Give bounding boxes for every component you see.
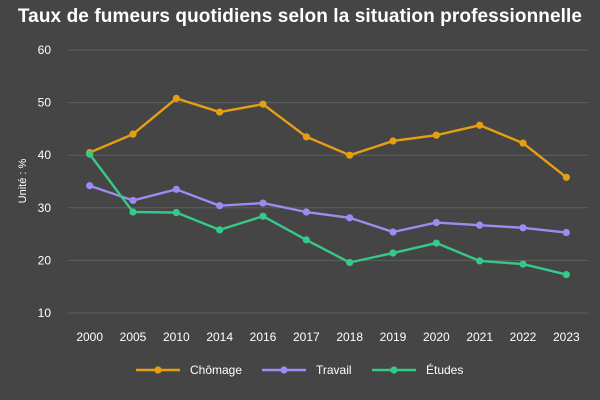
legend-label: Chômage	[190, 363, 242, 377]
y-tick-label: 20	[38, 253, 52, 267]
legend-swatch-marker	[390, 366, 398, 374]
data-point[interactable]	[519, 139, 527, 147]
data-point[interactable]	[346, 151, 354, 159]
legend-swatch-marker	[154, 366, 162, 374]
data-point[interactable]	[476, 257, 484, 265]
data-point[interactable]	[129, 130, 137, 138]
data-point[interactable]	[129, 208, 137, 216]
data-point[interactable]	[389, 137, 397, 145]
legend-item-0[interactable]: Chômage	[136, 363, 242, 377]
data-point[interactable]	[216, 202, 224, 210]
legend[interactable]: Chômage Travail Études	[136, 362, 463, 377]
data-point[interactable]	[216, 108, 224, 116]
grid-lines	[68, 49, 588, 314]
data-point[interactable]	[86, 150, 94, 158]
x-tick-label: 2016	[250, 330, 277, 344]
x-tick-label: 2018	[336, 330, 363, 344]
y-tick-label: 30	[38, 201, 52, 215]
y-tick-label: 60	[38, 43, 52, 57]
y-axis-ticks: 10 20 30 40 50 60	[38, 43, 52, 320]
data-point[interactable]	[519, 224, 527, 232]
x-tick-label: 2010	[163, 330, 190, 344]
data-point[interactable]	[129, 196, 137, 205]
data-point[interactable]	[389, 249, 397, 257]
legend-item-2[interactable]: Études	[372, 362, 463, 377]
series-1	[86, 182, 570, 237]
x-tick-label: 2014	[206, 330, 233, 344]
series-line	[89, 184, 567, 234]
data-point[interactable]	[476, 221, 484, 229]
data-point[interactable]	[432, 218, 440, 227]
data-point[interactable]	[346, 214, 354, 222]
data-point[interactable]	[259, 199, 267, 207]
data-point[interactable]	[476, 121, 484, 129]
y-tick-label: 50	[38, 96, 52, 110]
series-0	[86, 94, 570, 181]
data-point[interactable]	[172, 208, 180, 217]
x-tick-label: 2023	[553, 330, 580, 344]
data-point[interactable]	[302, 208, 310, 216]
legend-item-1[interactable]: Travail	[262, 363, 352, 377]
x-tick-label: 2019	[380, 330, 407, 344]
data-point[interactable]	[562, 173, 570, 181]
data-point[interactable]	[86, 182, 94, 190]
data-point[interactable]	[172, 94, 180, 102]
data-point[interactable]	[302, 133, 310, 141]
series-2	[86, 150, 570, 279]
x-tick-label: 2005	[120, 330, 147, 344]
data-point[interactable]	[172, 185, 180, 193]
legend-label: Études	[426, 362, 463, 377]
chart-title: Taux de fumeurs quotidiens selon la situ…	[17, 6, 583, 27]
legend-swatch-marker	[280, 366, 288, 374]
data-point[interactable]	[216, 226, 224, 234]
y-tick-label: 10	[38, 306, 52, 320]
data-point[interactable]	[389, 228, 397, 236]
data-point[interactable]	[346, 258, 354, 267]
data-point[interactable]	[519, 260, 527, 268]
data-point[interactable]	[259, 100, 267, 108]
x-tick-label: 2000	[76, 330, 103, 344]
y-tick-label: 40	[38, 148, 52, 162]
series-line	[89, 97, 568, 179]
y-axis-label: Unité : %	[17, 158, 29, 203]
data-point[interactable]	[562, 271, 570, 279]
x-axis-ticks: 2000 2005 2010 2014 2016 2017 2018 2019 2020 2021…	[76, 330, 580, 344]
legend-label: Travail	[316, 363, 352, 377]
x-tick-label: 2017	[293, 330, 320, 344]
data-point[interactable]	[562, 228, 570, 237]
data-point[interactable]	[432, 131, 440, 139]
x-tick-label: 2022	[510, 330, 537, 344]
series-layer	[86, 94, 570, 279]
x-tick-label: 2021	[466, 330, 493, 344]
series-line	[88, 153, 567, 276]
data-point[interactable]	[302, 236, 310, 244]
data-point[interactable]	[432, 239, 440, 247]
x-tick-label: 2020	[423, 330, 450, 344]
data-point[interactable]	[259, 212, 267, 220]
